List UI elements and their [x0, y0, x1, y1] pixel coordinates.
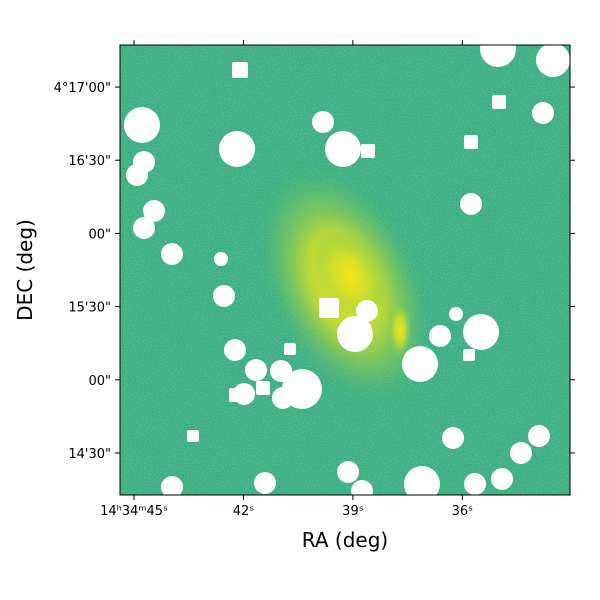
mask-circle — [126, 164, 148, 186]
mask-circle — [351, 480, 373, 495]
mask-square — [187, 430, 199, 442]
mask-circle — [449, 307, 463, 321]
mask-circle — [536, 45, 570, 77]
y-tick-label: 00" — [88, 227, 111, 242]
mask-circle — [402, 346, 438, 382]
mask-circle — [480, 45, 516, 67]
x-tick-label: 42ˢ — [233, 504, 255, 519]
mask-circle — [510, 442, 532, 464]
mask-circle — [528, 425, 550, 447]
mask-circle — [312, 111, 334, 133]
mask-circle — [133, 217, 155, 239]
x-axis-label: RA (deg) — [302, 528, 388, 552]
mask-circle — [161, 243, 183, 265]
mask-circle — [491, 468, 513, 490]
mask-square — [232, 62, 248, 78]
mask-square — [319, 298, 339, 318]
x-tick-label: 36ˢ — [452, 504, 474, 519]
mask-circle — [245, 359, 267, 381]
mask-circle — [337, 461, 359, 483]
mask-circle — [254, 472, 276, 494]
x-tick-label: 39ˢ — [342, 504, 364, 519]
mask-circle — [224, 339, 246, 361]
y-tick-label: 16'30" — [68, 154, 111, 169]
y-tick-label: 00" — [88, 374, 111, 389]
mask-circle — [460, 193, 482, 215]
y-tick-label: 14'30" — [68, 447, 111, 462]
mask-circle — [272, 387, 294, 409]
mask-circle — [219, 131, 255, 167]
mask-square — [464, 135, 478, 149]
mask-square — [229, 388, 243, 402]
mask-square — [463, 349, 475, 361]
mask-circle — [161, 476, 183, 495]
image — [120, 45, 570, 495]
mask-circle — [124, 107, 160, 143]
mask-circle — [464, 473, 486, 495]
y-tick-label: 4°17'00" — [54, 81, 111, 96]
mask-square — [284, 343, 296, 355]
mask-circle — [337, 316, 373, 352]
y-axis-label: DEC (deg) — [13, 219, 37, 321]
mask-square — [256, 381, 270, 395]
mask-circle — [214, 252, 228, 266]
mask-square — [492, 95, 506, 109]
y-tick-label: 15'30" — [68, 301, 111, 316]
x-tick-label: 14ʰ34ᵐ45ˢ — [100, 504, 168, 519]
mask-circle — [143, 200, 165, 222]
mask-circle — [325, 131, 361, 167]
mask-circle — [356, 300, 378, 322]
mask-circle — [532, 102, 554, 124]
mask-circle — [213, 285, 235, 307]
mask-square — [361, 144, 375, 158]
mask-circle — [404, 466, 440, 495]
plot-frame — [119, 44, 571, 496]
mask-circle — [442, 427, 464, 449]
mask-circle — [429, 325, 451, 347]
mask-circle — [463, 314, 499, 350]
